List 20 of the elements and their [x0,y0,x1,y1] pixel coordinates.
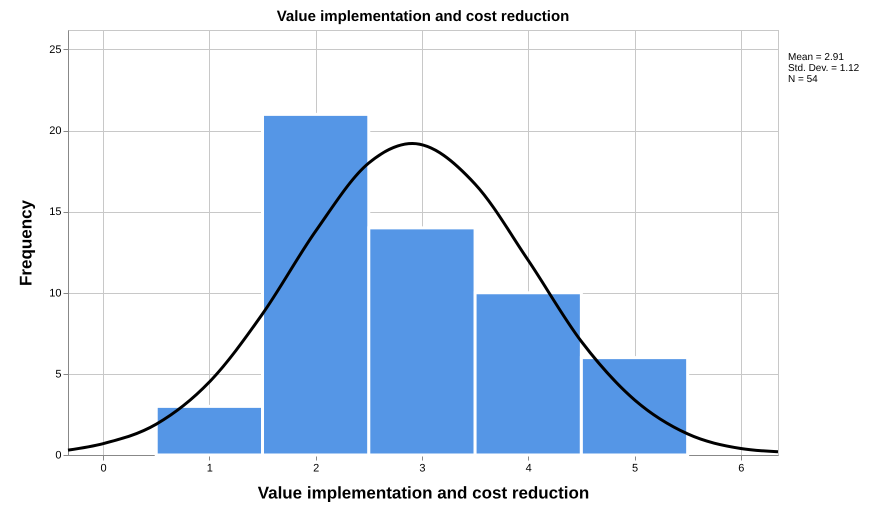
text: Std. Dev. = 1.12 [788,63,860,74]
x-tick-label: 6 [738,462,744,474]
x-axis-title: Value implementation and cost reduction [258,484,590,502]
chart-title: Value implementation and cost reduction [276,8,570,25]
x-tick-label: 0 [100,462,107,474]
y-tick-label: 0 [55,450,62,462]
x-tick-label: 4 [526,462,532,474]
x-tick-label: 3 [419,462,426,474]
y-tick-label: 25 [49,44,62,56]
y-tick-label: 5 [55,368,62,380]
x-tick-label: 5 [632,462,638,474]
y-tick-label: 10 [49,287,62,300]
text: Mean = 2.91 [788,52,844,63]
y-tick-label: 15 [49,206,62,218]
text: N = 54 [788,74,818,85]
y-axis-title: Frequency [16,199,36,286]
x-tick-label: 1 [206,462,213,474]
y-tick-label: 20 [49,125,62,138]
x-tick-label: 2 [313,462,320,474]
line-series [66,142,780,454]
